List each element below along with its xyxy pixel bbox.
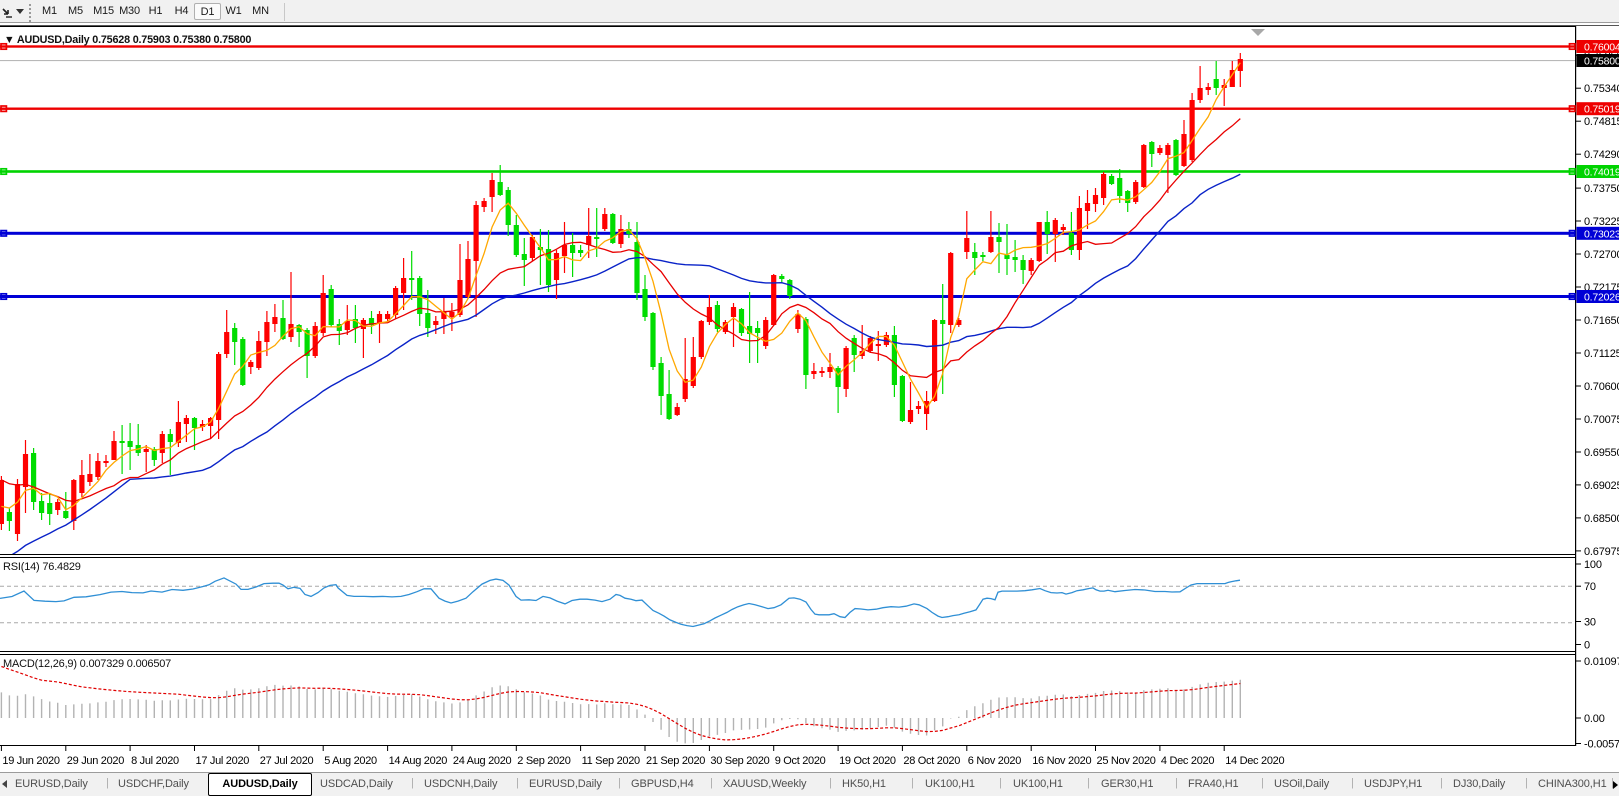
svg-text:RSI(14) 76.4829: RSI(14) 76.4829	[3, 561, 81, 573]
svg-text:0.01097: 0.01097	[1584, 656, 1619, 668]
svg-text:0.74019: 0.74019	[1584, 167, 1619, 179]
svg-text:29 Jun 2020: 29 Jun 2020	[67, 755, 124, 767]
svg-text:6 Nov 2020: 6 Nov 2020	[968, 755, 1021, 767]
svg-text:30: 30	[1584, 617, 1596, 629]
svg-text:19 Jun 2020: 19 Jun 2020	[2, 755, 59, 767]
svg-text:30 Sep 2020: 30 Sep 2020	[710, 755, 769, 767]
svg-text:100: 100	[1584, 559, 1602, 571]
svg-text:17 Jul 2020: 17 Jul 2020	[196, 755, 250, 767]
svg-text:8 Jul 2020: 8 Jul 2020	[131, 755, 179, 767]
svg-text:2 Sep 2020: 2 Sep 2020	[517, 755, 570, 767]
svg-text:21 Sep 2020: 21 Sep 2020	[646, 755, 705, 767]
svg-text:5 Aug 2020: 5 Aug 2020	[324, 755, 377, 767]
svg-text:0.70600: 0.70600	[1584, 381, 1619, 393]
svg-text:0.75019: 0.75019	[1584, 104, 1619, 116]
svg-text:0.75800: 0.75800	[1584, 56, 1619, 68]
svg-text:0.71650: 0.71650	[1584, 315, 1619, 327]
svg-text:0: 0	[1584, 640, 1590, 652]
svg-text:14 Dec 2020: 14 Dec 2020	[1225, 755, 1284, 767]
svg-text:0.72700: 0.72700	[1584, 249, 1619, 261]
svg-text:0.73023: 0.73023	[1584, 228, 1619, 240]
svg-text:0.69550: 0.69550	[1584, 447, 1619, 459]
svg-text:▼ AUDUSD,Daily 0.75628 0.7590: ▼ AUDUSD,Daily 0.75628 0.75903 0.75380 0…	[4, 34, 251, 46]
svg-text:0.00: 0.00	[1584, 713, 1605, 725]
svg-text:28 Oct 2020: 28 Oct 2020	[903, 755, 960, 767]
svg-text:27 Jul 2020: 27 Jul 2020	[260, 755, 314, 767]
svg-text:0.70075: 0.70075	[1584, 414, 1619, 426]
svg-text:0.75340: 0.75340	[1584, 83, 1619, 95]
svg-text:14 Aug 2020: 14 Aug 2020	[389, 755, 448, 767]
svg-text:0.73750: 0.73750	[1584, 183, 1619, 195]
svg-text:0.74290: 0.74290	[1584, 149, 1619, 161]
svg-text:25 Nov 2020: 25 Nov 2020	[1097, 755, 1156, 767]
svg-text:-0.005753: -0.005753	[1584, 739, 1619, 751]
svg-text:11 Sep 2020: 11 Sep 2020	[582, 755, 640, 767]
svg-text:9 Oct 2020: 9 Oct 2020	[775, 755, 826, 767]
svg-text:0.68500: 0.68500	[1584, 513, 1619, 525]
svg-text:0.67975: 0.67975	[1584, 546, 1619, 558]
svg-text:19 Oct 2020: 19 Oct 2020	[839, 755, 896, 767]
svg-text:0.76004: 0.76004	[1584, 42, 1619, 54]
svg-text:70: 70	[1584, 581, 1596, 593]
svg-text:16 Nov 2020: 16 Nov 2020	[1032, 755, 1091, 767]
svg-text:4 Dec 2020: 4 Dec 2020	[1161, 755, 1214, 767]
svg-text:0.73225: 0.73225	[1584, 216, 1619, 228]
svg-text:0.74815: 0.74815	[1584, 116, 1619, 128]
svg-text:0.71125: 0.71125	[1584, 348, 1619, 360]
svg-text:24 Aug 2020: 24 Aug 2020	[453, 755, 512, 767]
svg-text:MACD(12,26,9) 0.007329 0.00650: MACD(12,26,9) 0.007329 0.006507	[3, 658, 171, 670]
svg-text:0.72026: 0.72026	[1584, 292, 1619, 304]
svg-text:0.69025: 0.69025	[1584, 480, 1619, 492]
